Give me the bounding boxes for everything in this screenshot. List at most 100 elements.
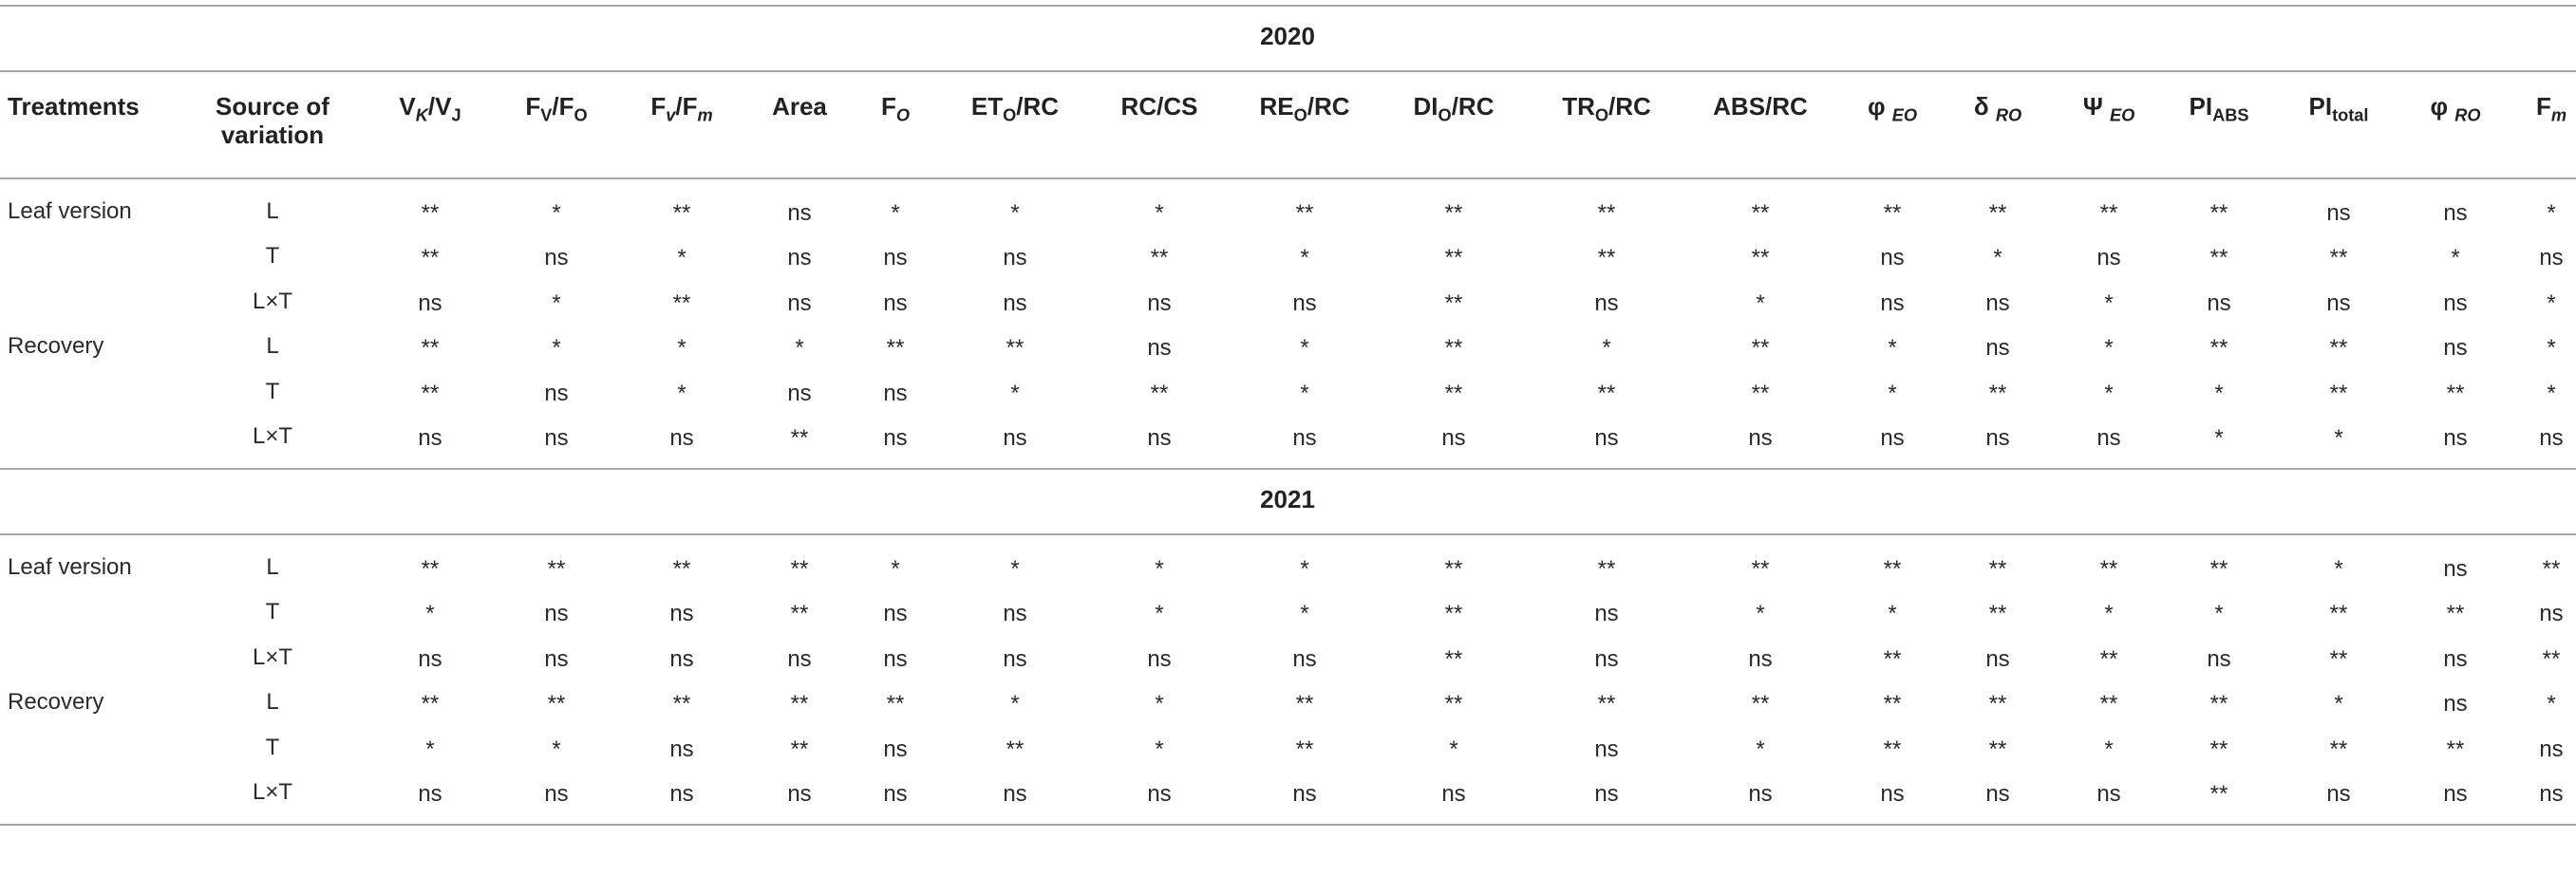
significance-cell: ns — [1985, 335, 2010, 362]
significance-cell: ** — [672, 556, 691, 582]
significance-cell: * — [677, 335, 686, 362]
significance-cell: ** — [547, 691, 566, 718]
significance-cell: ns — [1594, 425, 1619, 451]
header-text: F — [2535, 92, 2551, 121]
source-label: L×T — [252, 288, 293, 314]
significance-cell: * — [2451, 245, 2460, 271]
significance-cell: ns — [544, 380, 569, 406]
significance-cell: ** — [1597, 200, 1616, 226]
significance-cell: ** — [1006, 335, 1025, 362]
significance-cell: ns — [2443, 289, 2468, 316]
significance-cell: ** — [2209, 736, 2228, 762]
significance-cell: ns — [787, 200, 812, 226]
significance-cell: * — [891, 556, 900, 582]
significance-cell: ns — [1147, 335, 1172, 362]
significance-cell: ns — [544, 245, 569, 271]
significance-cell: ns — [418, 645, 442, 672]
significance-cell: ** — [2446, 380, 2465, 406]
significance-cell: ns — [1880, 425, 1905, 451]
header-text: /RC — [1608, 92, 1651, 121]
significance-cell: * — [1155, 736, 1164, 762]
header-text: /F — [675, 92, 698, 121]
significance-cell: ** — [2329, 380, 2348, 406]
significance-cell: ** — [2329, 335, 2348, 362]
significance-cell: ** — [1444, 601, 1463, 627]
significance-cell: ns — [883, 736, 908, 762]
significance-cell: ** — [1988, 691, 2007, 718]
header-subscript: V — [540, 105, 553, 125]
significance-cell: ** — [1751, 556, 1770, 582]
significance-cell: ** — [1988, 736, 2007, 762]
significance-cell: ** — [1006, 736, 1025, 762]
header-text: φ — [2430, 92, 2455, 121]
significance-cell: ns — [2539, 781, 2564, 807]
significance-cell: ns — [1985, 781, 2010, 807]
significance-cell: ns — [418, 781, 442, 807]
significance-cell: ns — [2097, 781, 2121, 807]
significance-cell: ** — [1988, 380, 2007, 406]
significance-cell: * — [2214, 601, 2224, 627]
treatment-label: Recovery — [8, 689, 104, 716]
significance-cell: ns — [2539, 601, 2564, 627]
significance-cell: ns — [2443, 200, 2468, 226]
column-header: REO/RC — [1214, 92, 1395, 125]
header-text: V — [399, 92, 416, 121]
significance-cell: * — [425, 736, 435, 762]
header-text: δ — [1973, 92, 1996, 121]
header-text: PI — [2308, 92, 2333, 121]
section-title: 2021 — [1260, 485, 1315, 513]
column-header: DIO/RC — [1363, 92, 1544, 123]
source-label: L — [266, 333, 279, 360]
header-subscript: O — [1293, 105, 1307, 125]
column-header: FV/FO — [466, 92, 647, 125]
significance-cell: ns — [2097, 245, 2121, 271]
significance-cell: * — [2214, 425, 2224, 451]
significance-cell: * — [795, 335, 804, 362]
rule-line — [0, 468, 2576, 470]
significance-cell: ** — [421, 200, 440, 226]
significance-cell: ns — [1748, 425, 1773, 451]
column-header: Fv/Fm — [592, 92, 772, 123]
significance-cell: ** — [2446, 736, 2465, 762]
significance-cell: ** — [790, 425, 809, 451]
header-text: F — [880, 92, 896, 121]
significance-cell: ns — [1292, 289, 1317, 316]
source-label: T — [265, 378, 280, 404]
significance-cell: * — [1993, 245, 2003, 271]
source-label: L×T — [252, 423, 293, 449]
rule-line — [0, 5, 2576, 7]
header-text: F — [525, 92, 541, 121]
significance-cell: * — [2104, 289, 2114, 316]
significance-cell: ** — [2329, 601, 2348, 627]
significance-cell: ** — [886, 691, 905, 718]
significance-cell: * — [1155, 556, 1164, 582]
treatment-label: Leaf version — [8, 554, 132, 580]
significance-cell: ns — [1985, 645, 2010, 672]
significance-cell: * — [1300, 601, 1309, 627]
header-text: /F — [552, 92, 574, 121]
significance-cell: ** — [2099, 200, 2118, 226]
header-subscript: O — [1003, 105, 1017, 125]
significance-cell: ** — [1751, 691, 1770, 718]
significance-cell: ns — [2326, 781, 2351, 807]
significance-cell: ns — [544, 601, 569, 627]
column-header: φ EO — [1802, 92, 1983, 123]
significance-cell: * — [1449, 736, 1458, 762]
column-header: TRO/RC — [1516, 92, 1697, 123]
significance-cell: ** — [1150, 380, 1169, 406]
significance-cell: ns — [1880, 781, 1905, 807]
significance-cell: ** — [1988, 601, 2007, 627]
header-subscript: O — [895, 105, 911, 125]
header-subscript: RO — [1995, 105, 2022, 125]
significance-cell: ns — [1147, 289, 1172, 316]
significance-cell: ns — [2207, 645, 2231, 672]
header-text: Ψ — [2082, 92, 2110, 121]
significance-cell: * — [1010, 200, 1020, 226]
significance-cell: ns — [787, 645, 812, 672]
significance-cell: * — [677, 245, 686, 271]
column-header: PItotal — [2248, 92, 2429, 123]
significance-cell: * — [552, 289, 561, 316]
significance-cell: * — [891, 200, 900, 226]
significance-cell: ns — [1147, 781, 1172, 807]
